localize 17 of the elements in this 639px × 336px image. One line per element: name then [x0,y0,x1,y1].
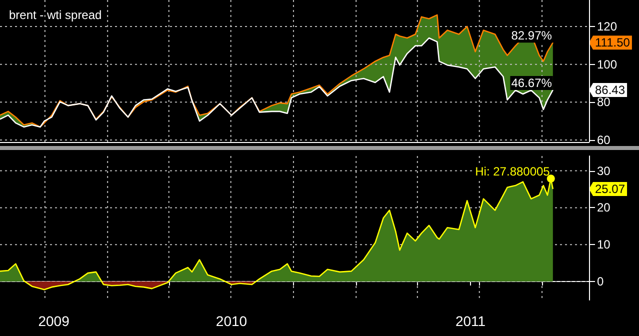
y-tick-label: 120 [597,19,618,34]
y-tick-label: 30 [597,164,611,178]
x-tick-label: 2011 [455,313,486,329]
annotation: 86.43 [595,82,626,97]
annotation: 111.50 [595,36,630,50]
y-tick-label: 20 [597,200,611,215]
y-tick-label: 10 [597,238,611,252]
annotation: Hi: 27.880005 [475,164,550,179]
y-tick-label: 80 [597,95,611,110]
y-tick-label: 60 [597,133,611,147]
annotation: 46.67% [511,76,552,90]
y-tick-label: 100 [597,57,618,72]
x-tick-label: 2010 [216,313,248,329]
y-tick-label: 0 [597,274,604,289]
annotation: 25.07 [595,182,626,196]
text: brent - wti spread [9,8,102,22]
x-tick-label: 2009 [38,313,70,329]
